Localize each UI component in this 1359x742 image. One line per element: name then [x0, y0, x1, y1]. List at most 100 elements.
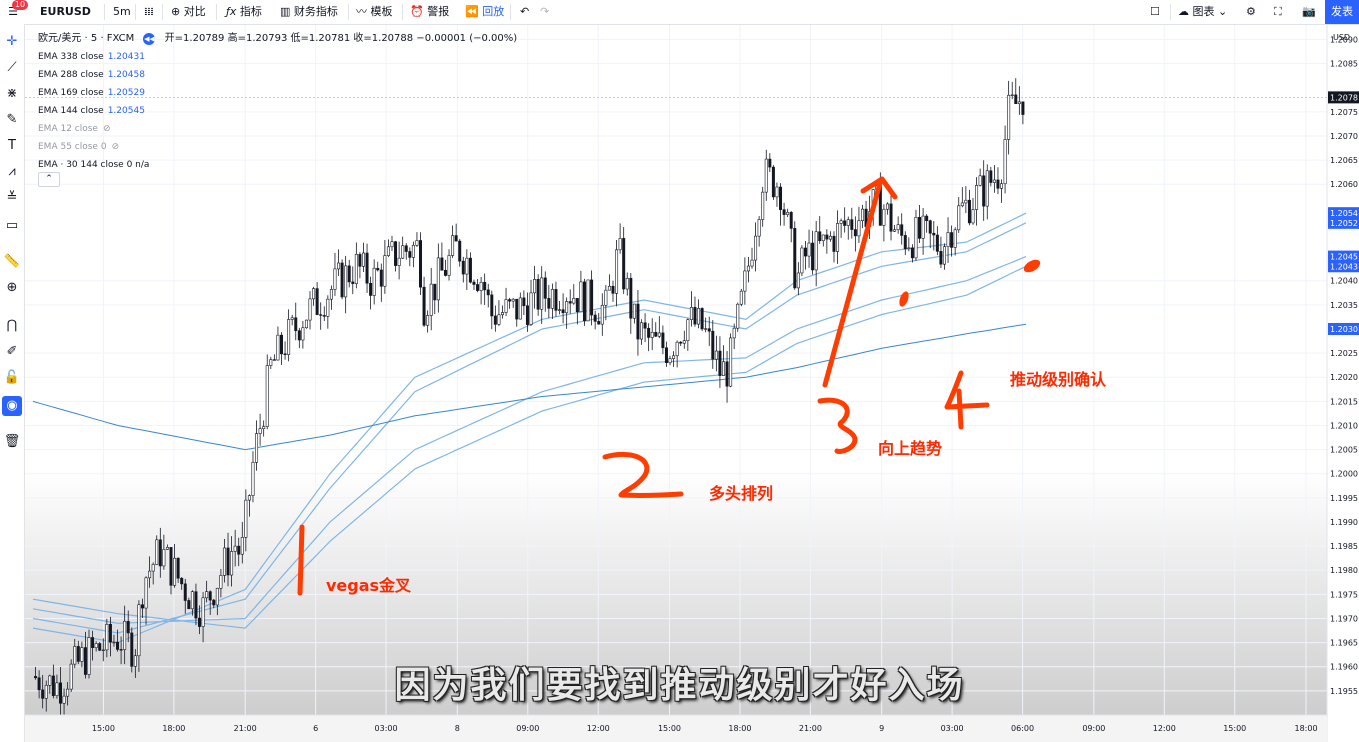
redo-icon[interactable]: ↷ — [540, 5, 550, 18]
candle-body — [230, 551, 234, 576]
divider — [402, 4, 403, 20]
marker-number-2 — [602, 451, 684, 498]
candle-body — [978, 175, 982, 186]
candle-body — [672, 355, 676, 359]
entry-dot-2 — [1023, 259, 1041, 273]
ruler-icon[interactable]: 📏 — [3, 254, 21, 269]
legend-label: EMA 144 close — [38, 106, 104, 116]
time-tick-label: 03:00 — [941, 724, 964, 733]
candle-body — [112, 641, 116, 644]
eye-crossed-icon[interactable]: ⊘ — [102, 124, 111, 134]
cloud-icon: ☁ — [1178, 5, 1189, 18]
legend-row[interactable]: EMA 169 close 1.20529 — [38, 84, 517, 102]
candle-body — [504, 299, 508, 313]
candle-body — [308, 298, 312, 321]
text-icon[interactable]: T — [8, 138, 16, 153]
candle-body — [807, 242, 811, 257]
trash-icon[interactable]: 🗑 — [3, 434, 21, 449]
eye-crossed-icon[interactable]: ⊘ — [111, 142, 120, 152]
candle-body — [383, 255, 387, 287]
financials-button[interactable]: ▥ 财务指标 — [280, 0, 338, 24]
compare-button[interactable]: ⊕ 对比 — [171, 0, 206, 24]
candle-body — [839, 220, 843, 224]
price-tick-label: 1.2005 — [1330, 446, 1358, 455]
divider — [510, 4, 511, 20]
candle-body — [500, 312, 504, 316]
interval-button[interactable]: 5m — [113, 5, 131, 18]
candle-body — [490, 294, 494, 317]
candle-body — [518, 297, 522, 320]
candle-body — [479, 281, 483, 291]
crosshair-icon[interactable]: ✛ — [6, 34, 18, 49]
zoom-in-icon[interactable]: ⊕ — [6, 280, 18, 295]
prediction-icon[interactable]: ≚ — [6, 190, 18, 205]
legend-collapse-button[interactable]: ⌃ — [38, 172, 60, 187]
monitor-icon[interactable]: ▭ — [5, 218, 19, 233]
magnet-icon[interactable]: ⋂ — [6, 318, 18, 333]
fullscreen-icon[interactable]: ⛶ — [1274, 5, 1282, 18]
candle-body — [1007, 94, 1011, 140]
arrow-shaft — [822, 180, 883, 388]
candle-body — [550, 289, 554, 309]
marker-number-3 — [817, 397, 858, 454]
video-subtitle: 因为我们要找到推动级别才好入场 — [394, 665, 965, 706]
candle-body — [975, 185, 979, 210]
divider — [348, 4, 349, 20]
templates-button[interactable]: 〰 模板 — [356, 0, 393, 24]
candle-body — [226, 547, 230, 576]
pencil-lock-icon[interactable]: ✐ — [6, 344, 18, 359]
price-axis-bg — [1327, 25, 1359, 742]
price-tick-label: 1.1955 — [1330, 687, 1358, 696]
fullscreen-layout-icon[interactable]: ☐ — [1150, 5, 1160, 18]
rewind-icon: ⏪ — [465, 5, 479, 18]
indicators-button[interactable]: ƒx 指标 — [226, 0, 262, 24]
legend-row[interactable]: EMA 12 close ⊘ — [38, 120, 517, 138]
candle-body — [957, 205, 961, 231]
symbol-search-button[interactable]: EURUSD — [40, 5, 91, 18]
candle-body — [451, 235, 455, 256]
candle-body — [700, 308, 704, 330]
fib-icon[interactable]: ⋇ — [6, 86, 18, 101]
price-tag-label: 1.2043 — [1330, 262, 1358, 271]
camera-icon[interactable]: 📷 — [1302, 5, 1316, 18]
legend-row[interactable]: EMA 144 close 1.20545 — [38, 102, 517, 120]
candle-body — [476, 284, 480, 291]
candle-body — [233, 545, 237, 552]
candle-body — [918, 217, 922, 239]
legend-row[interactable]: EMA 288 close 1.20458 — [38, 66, 517, 84]
candle-body — [258, 428, 262, 434]
replay-rewind-icon[interactable]: ◀◀ — [143, 33, 156, 45]
candle-body — [1014, 94, 1018, 105]
publish-button[interactable]: 发表 — [1325, 0, 1359, 24]
layout-button[interactable]: ☁ 图表 ⌄ — [1178, 0, 1227, 24]
eye-hide-icon[interactable]: ◉ — [2, 396, 22, 416]
pattern-icon[interactable]: ⩘ — [8, 164, 16, 179]
time-axis[interactable]: 15:00 18:00 21:00 6 03:00 8 09:00 12:00 15:00 18:… — [25, 714, 1327, 742]
alert-button[interactable]: ⏰ 警报 — [410, 0, 449, 24]
candle-body — [240, 537, 244, 555]
settings-gear-icon[interactable]: ⚙ — [1246, 5, 1256, 18]
candle-body — [304, 319, 308, 329]
marker-number-4 — [944, 370, 990, 430]
legend-row[interactable]: EMA 55 close 0 ⊘ — [38, 138, 517, 156]
trend-line-icon[interactable]: ⟋ — [7, 60, 17, 75]
candle-body — [69, 663, 73, 690]
brush-icon[interactable]: ✎ — [6, 112, 18, 127]
time-tick-label: 15:00 — [92, 724, 115, 733]
candle-body — [640, 322, 644, 340]
time-tick-label: 12:00 — [1153, 724, 1176, 733]
legend-row[interactable]: EMA · 30 144 close 0 n/a — [38, 156, 517, 174]
candle-body — [465, 257, 469, 275]
undo-icon[interactable]: ↶ — [520, 5, 530, 18]
candle-body — [83, 647, 87, 675]
lock-icon[interactable]: 🔓 — [3, 370, 21, 385]
menu-icon[interactable]: ☰ — [8, 5, 18, 18]
candle-style-icon[interactable]: 𝍖 — [144, 5, 154, 18]
candle-body — [754, 235, 758, 261]
legend-row[interactable]: EMA 338 close 1.20431 — [38, 48, 517, 66]
candle-body — [212, 599, 216, 606]
candle-body — [422, 286, 426, 326]
replay-button[interactable]: ⏪ 回放 — [465, 0, 504, 24]
